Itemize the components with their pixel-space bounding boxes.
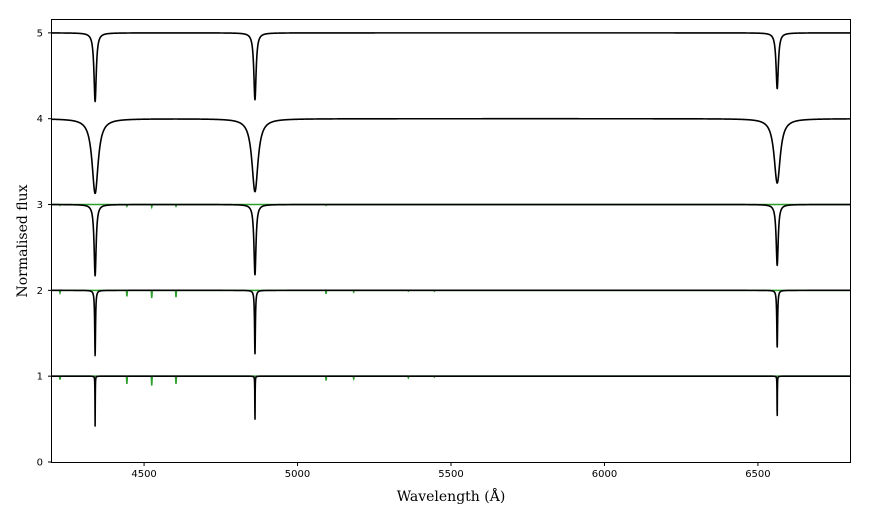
y-tick-label: 4 <box>37 114 43 125</box>
metal-line-spectrum-7 <box>52 375 850 386</box>
y-tick-label: 5 <box>37 28 43 39</box>
series-layer <box>51 32 851 427</box>
plot-frame <box>51 19 851 463</box>
x-tick-label: 5500 <box>438 469 463 480</box>
model-spectrum-4 <box>51 375 851 427</box>
x-axis-label: Wavelength (Å) <box>397 487 506 505</box>
model-spectrum-1 <box>51 117 851 195</box>
y-axis: 0 1 2 3 4 5 <box>37 28 52 469</box>
x-tick-label: 4500 <box>131 469 156 480</box>
y-tick-label: 3 <box>37 200 43 211</box>
y-axis-label: Normalised flux <box>15 184 31 297</box>
y-tick-label: 1 <box>37 372 43 383</box>
y-tick-label: 2 <box>37 286 43 297</box>
x-tick-label: 6500 <box>745 469 770 480</box>
model-spectrum-2 <box>51 203 851 277</box>
x-tick-label: 5000 <box>285 469 310 480</box>
model-spectrum-0 <box>51 32 851 103</box>
model-spectrum-3 <box>51 289 851 357</box>
x-tick-label: 6000 <box>592 469 617 480</box>
y-tick-label: 0 <box>37 458 43 469</box>
metal-line-spectrum-6 <box>52 289 850 299</box>
x-axis: 4500 5000 5500 6000 6500 <box>131 462 771 480</box>
